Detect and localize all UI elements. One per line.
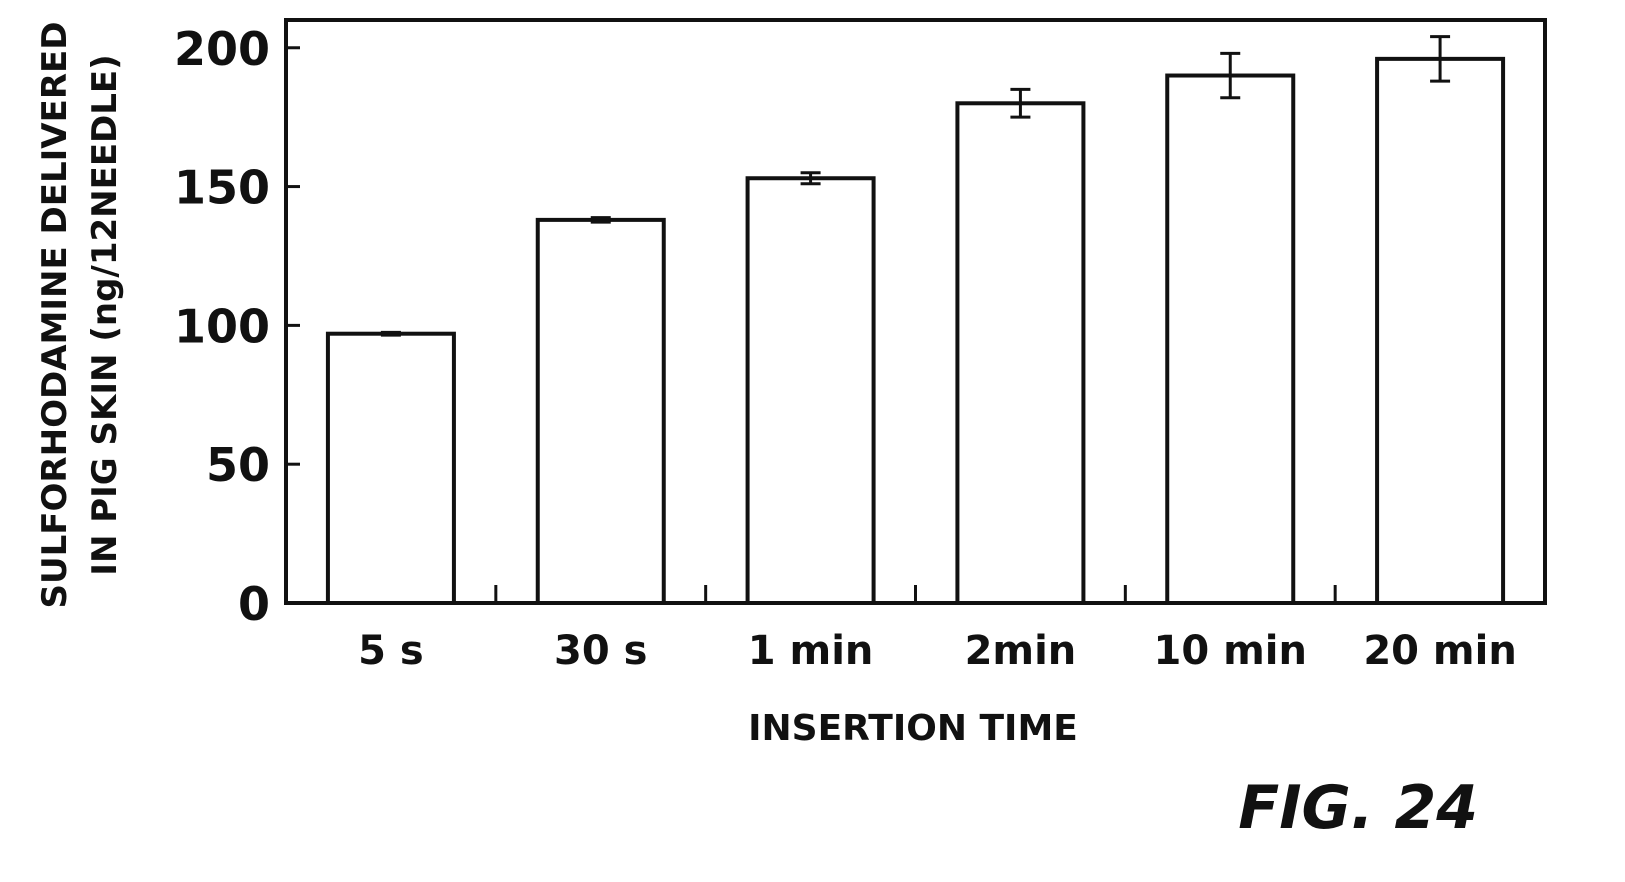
x-tick-label: 10 min: [1154, 628, 1307, 674]
plot-border: [284, 18, 1547, 605]
y-tick-label: 50: [206, 438, 270, 492]
y-tick-label: 150: [174, 161, 270, 215]
x-tick-label: 5 s: [358, 628, 424, 674]
x-tick-label: 2min: [965, 628, 1077, 674]
plot-area: [284, 18, 1547, 605]
error-bars: [380, 35, 1451, 337]
y-tick-label: 200: [174, 22, 270, 76]
bar: [955, 101, 1086, 606]
y-axis-title: SULFORHODAMINE DELIVERED IN PIG SKIN (ng…: [35, 22, 125, 609]
bar: [1375, 56, 1506, 606]
bar: [325, 331, 456, 605]
y-tick-label: 100: [174, 299, 270, 353]
x-axis: 5 s 30 s 1 min 2min 10 min 20 min: [358, 585, 1517, 674]
bar: [1165, 73, 1296, 606]
y-axis-title-line2: IN PIG SKIN (ng/12NEEDLE): [85, 54, 125, 575]
x-tick-label: 20 min: [1363, 628, 1516, 674]
x-tick-label: 1 min: [748, 628, 874, 674]
y-axis: 0 50 100 150 200: [174, 22, 300, 631]
bar: [745, 176, 876, 605]
x-axis-title: INSERTION TIME: [748, 708, 1078, 749]
y-axis-title-line1: SULFORHODAMINE DELIVERED: [35, 22, 75, 609]
bar: [535, 217, 666, 605]
y-tick-label: 0: [238, 577, 270, 631]
bar-series: [325, 56, 1506, 606]
x-tick-label: 30 s: [554, 628, 647, 674]
figure-label: FIG. 24: [1238, 773, 1478, 843]
